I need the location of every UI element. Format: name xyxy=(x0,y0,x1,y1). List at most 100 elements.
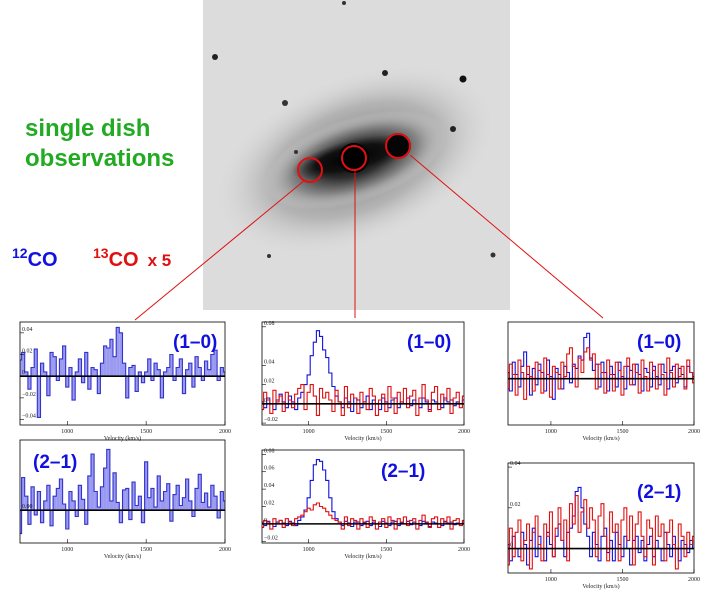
spectrum-bin xyxy=(166,483,170,511)
y-tick-label: 0.00 xyxy=(22,504,33,510)
spectrum-bin xyxy=(179,505,183,511)
y-tick-label: 0 xyxy=(264,398,267,404)
spectrum-bin xyxy=(217,510,221,519)
transition-label: (2–1) xyxy=(637,482,681,503)
y-tick-label: 0.08 xyxy=(264,321,275,327)
y-tick-label: −0.04 xyxy=(22,414,36,420)
x-tick-label: 2000 xyxy=(688,577,700,583)
plot-frame xyxy=(19,321,226,426)
x-tick-label: 1500 xyxy=(380,547,392,553)
y-tick-label: 0 xyxy=(22,370,25,376)
spectrum-bin xyxy=(53,356,57,377)
y-tick-label: 0.02 xyxy=(510,502,521,508)
spectrum-bin xyxy=(179,358,183,377)
spectrum-bin xyxy=(84,352,88,377)
plot-frame xyxy=(507,462,695,574)
spectrum-bin xyxy=(195,488,199,511)
spectrum-bin xyxy=(113,472,117,511)
spectrum-series-line xyxy=(262,502,464,530)
spectrum-bin xyxy=(62,503,66,511)
y-tick-label: 0.02 xyxy=(22,349,33,355)
spectrum-bin xyxy=(201,376,205,381)
spectrum-bin xyxy=(182,497,186,511)
spectrum-bin xyxy=(213,496,218,511)
x-tick-label: 1000 xyxy=(61,547,73,553)
spectrum-bin xyxy=(154,507,158,511)
legend-13co: 13CO x 5 xyxy=(93,245,171,271)
spectrum-series-line xyxy=(262,384,464,416)
spectrum-bin xyxy=(188,363,192,377)
x-tick-label: 1000 xyxy=(303,429,315,435)
spectrum-bin xyxy=(131,365,136,377)
star xyxy=(212,54,218,60)
x-axis-label: Velocity (km/s) xyxy=(344,435,381,442)
spectrum-bin xyxy=(223,500,225,511)
star xyxy=(459,75,467,83)
spectrum-bin xyxy=(150,376,155,381)
spectrum-bin xyxy=(56,488,60,511)
spectrum-bin xyxy=(103,468,107,511)
heading-line1: single dish xyxy=(25,115,150,142)
spectrum-bin xyxy=(106,449,110,511)
spectrum-bin xyxy=(34,349,38,377)
spectrum-bin xyxy=(220,491,224,511)
spectrum-bin xyxy=(147,358,151,377)
legend-12co: 12CO xyxy=(12,245,58,271)
spectrum-bin xyxy=(122,363,126,377)
legend-13co-scale: x 5 xyxy=(148,251,172,270)
spectrum-bin xyxy=(138,371,142,377)
spectrum-bin xyxy=(20,359,22,377)
spectrum-bin xyxy=(147,497,151,511)
spectrum-bin xyxy=(172,494,177,511)
spectrum-bin xyxy=(78,485,82,511)
spectrum-bin xyxy=(195,356,199,377)
legend-12co-species: CO xyxy=(28,249,58,271)
spectrum-bin xyxy=(188,500,192,511)
spectrum-bin xyxy=(160,376,164,398)
spectrum-bin xyxy=(207,507,211,511)
spectrum-bin xyxy=(185,479,189,511)
spectrum-bin xyxy=(185,369,189,377)
spectrum-bin xyxy=(100,486,104,511)
spectrum-bin xyxy=(43,500,47,511)
x-axis-label: Velocity (km/s) xyxy=(104,553,141,560)
x-axis-label: Velocity (km/s) xyxy=(582,435,619,442)
spectrum-bin xyxy=(144,371,148,377)
spectrum-bin xyxy=(37,491,41,511)
spectrum-bin xyxy=(125,488,129,511)
star xyxy=(342,1,346,5)
legend-12co-mass: 12 xyxy=(12,245,28,261)
plot-frame xyxy=(507,321,695,426)
spectrum-bin xyxy=(90,367,95,377)
bright-knot xyxy=(339,143,369,173)
spectrum-bin xyxy=(24,496,28,511)
y-tick-label: 0.04 xyxy=(22,327,33,333)
star xyxy=(382,70,388,76)
transition-label: (2–1) xyxy=(381,461,425,482)
spectrum-bin xyxy=(43,371,47,377)
spectrum-bin xyxy=(191,376,196,388)
spectrum-bin xyxy=(46,376,50,396)
plot-frame xyxy=(261,449,465,544)
spectrum-bin xyxy=(141,376,145,383)
x-axis-label: Velocity (km/s) xyxy=(344,553,381,560)
x-axis-label: Velocity (km/s) xyxy=(104,435,141,442)
spectrum-bin xyxy=(138,496,142,511)
spectrum-bin xyxy=(223,371,225,377)
spectrum-bin xyxy=(62,345,66,377)
spectrum-bin xyxy=(128,367,132,377)
plot-frame xyxy=(19,439,226,544)
spectrum-bin xyxy=(135,376,139,392)
spectrum-bin xyxy=(21,352,25,377)
y-tick-label: 0.06 xyxy=(264,466,275,472)
spectrum-bin xyxy=(97,507,101,511)
spectrum-bin xyxy=(217,376,221,381)
spectrum-bin xyxy=(210,354,214,377)
y-tick-label: 0 xyxy=(510,543,513,549)
spectrum-bin xyxy=(163,371,167,377)
pointer-right xyxy=(409,154,604,319)
y-tick-label: −0.02 xyxy=(264,417,278,423)
spectrum-bin xyxy=(49,510,54,526)
spectrum-panel-right-top: 1000 1500 2000 Velocity (km/s) (1–0) xyxy=(507,321,700,442)
x-tick-label: 2000 xyxy=(219,429,231,435)
